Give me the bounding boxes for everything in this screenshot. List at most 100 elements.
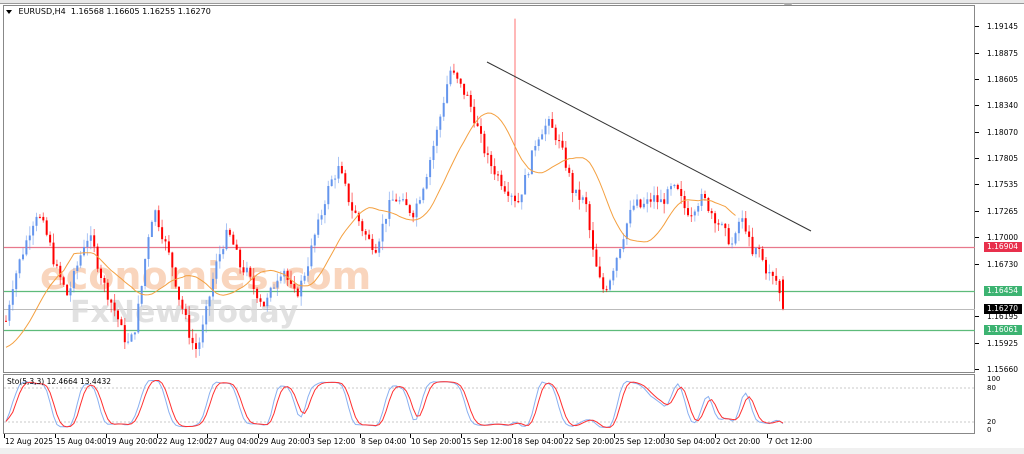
candle-body — [422, 188, 425, 201]
candle-body — [11, 289, 14, 305]
candle-body — [256, 288, 259, 299]
candle-body — [642, 203, 645, 208]
price-label: 1.15660 — [987, 365, 1019, 374]
candle-body — [588, 204, 591, 231]
candle-body — [714, 213, 717, 224]
candle-body — [405, 199, 408, 206]
candle-body — [212, 278, 214, 297]
candle-body — [144, 259, 147, 286]
candle-body — [184, 308, 187, 315]
candle-body — [778, 280, 781, 294]
candle-body — [646, 199, 649, 204]
candle-body — [636, 199, 639, 206]
candle-body — [86, 240, 89, 247]
candle-body — [120, 319, 123, 326]
candle-body — [507, 191, 510, 196]
candle-body — [388, 200, 391, 219]
candle-body — [368, 234, 371, 239]
candle-body — [476, 123, 479, 127]
candle-body — [632, 205, 635, 210]
price-label: 1.16195 — [987, 312, 1019, 321]
candle-body — [391, 199, 394, 201]
candle-body — [320, 215, 323, 220]
candle-body — [154, 210, 157, 222]
price-tick — [975, 237, 979, 238]
candle-body — [364, 231, 367, 235]
candle-body — [290, 279, 292, 284]
time-tick — [767, 434, 768, 438]
candle-body — [490, 154, 493, 167]
candle-body — [517, 201, 520, 203]
window-top-border — [0, 0, 1024, 4]
ohlc-values: 1.16568 1.16605 1.16255 1.16270 — [70, 7, 211, 16]
candle-body — [100, 268, 102, 278]
price-label: 1.19145 — [987, 22, 1019, 31]
candle-body — [737, 221, 740, 234]
candle-body — [534, 146, 537, 151]
candle-body — [500, 174, 503, 187]
candle-body — [327, 186, 330, 205]
candle-body — [161, 227, 164, 240]
candle-body — [38, 216, 41, 218]
price-tag: 1.16454 — [984, 286, 1022, 296]
candle-body — [293, 283, 296, 289]
candle-body — [625, 223, 628, 240]
price-tick — [975, 264, 979, 265]
time-label: 19 Aug 20:00 — [107, 437, 158, 446]
candle-body — [323, 204, 326, 216]
candle-body — [717, 223, 720, 225]
candle-body — [415, 203, 418, 218]
candle-body — [605, 289, 608, 291]
time-tick — [106, 434, 107, 438]
candle-body — [205, 306, 208, 325]
main-chart-panel[interactable] — [3, 5, 975, 373]
sto-level-20: 20 — [987, 418, 996, 426]
candle-body — [361, 221, 364, 232]
candle-body — [378, 241, 381, 253]
candle-body — [188, 315, 191, 338]
candle-body — [52, 242, 55, 265]
candle-body — [418, 200, 421, 204]
candle-body — [269, 287, 272, 298]
candle-body — [313, 234, 316, 246]
time-label: 30 Sep 04:00 — [665, 437, 716, 446]
price-tag: 1.16061 — [984, 325, 1022, 335]
candle-body — [748, 231, 751, 237]
candle-body — [653, 195, 656, 202]
candle-body — [497, 174, 499, 176]
trendline — [486, 61, 812, 232]
time-tick — [309, 434, 310, 438]
candle-body — [8, 304, 11, 321]
candle-body — [252, 276, 255, 289]
candle-body — [775, 275, 778, 281]
candle-body — [317, 219, 320, 235]
candle-body — [751, 236, 754, 255]
candle-body — [273, 287, 275, 289]
price-tick — [975, 316, 979, 317]
stochastic-main-line — [5, 380, 784, 428]
candle-body — [680, 189, 683, 196]
price-tick — [975, 53, 979, 54]
candle-body — [439, 116, 442, 130]
price-label: 1.18605 — [987, 75, 1019, 84]
time-tick — [614, 434, 615, 438]
candle-body — [201, 324, 204, 343]
candle-body — [351, 202, 354, 211]
price-label: 1.15925 — [987, 339, 1019, 348]
candle-body — [639, 199, 642, 208]
candle-body — [408, 205, 411, 213]
candle-body — [340, 166, 343, 174]
candle-body — [279, 276, 282, 281]
candle-body — [171, 252, 174, 268]
candle-body — [164, 239, 167, 242]
candle-body — [659, 199, 662, 203]
dropdown-triangle-icon[interactable] — [6, 9, 12, 14]
bottom-bar — [0, 448, 1024, 454]
candle-body — [242, 267, 245, 273]
time-tick — [55, 434, 56, 438]
time-label: 7 Oct 12:00 — [768, 437, 813, 446]
candle-body — [32, 225, 35, 236]
candle-body — [551, 119, 554, 128]
candle-body — [385, 218, 387, 224]
candle-body — [300, 280, 303, 297]
